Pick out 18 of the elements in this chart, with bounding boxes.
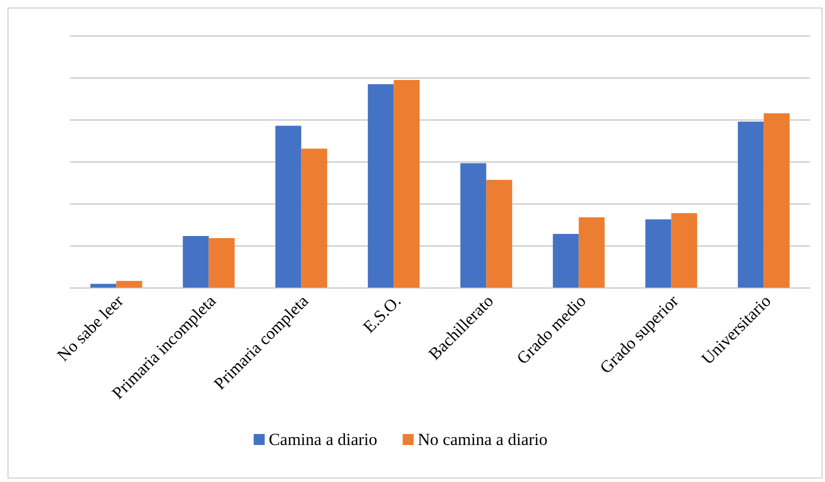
bar bbox=[116, 280, 142, 288]
bar bbox=[394, 80, 420, 288]
bar bbox=[738, 122, 764, 288]
bar bbox=[368, 84, 394, 288]
bar bbox=[645, 219, 672, 288]
bar bbox=[182, 236, 209, 288]
bar bbox=[486, 180, 512, 288]
bar bbox=[208, 238, 235, 288]
legend-label: Camina a diario bbox=[268, 430, 378, 449]
legend-label: No camina a diario bbox=[418, 430, 548, 449]
x-tick-label: No sabe leer bbox=[54, 291, 128, 365]
bar bbox=[460, 163, 486, 288]
bar bbox=[275, 126, 302, 288]
bar bbox=[301, 148, 328, 288]
bar bbox=[578, 217, 605, 288]
bar bbox=[671, 213, 698, 288]
bar bbox=[764, 113, 790, 288]
bar bbox=[552, 234, 579, 288]
